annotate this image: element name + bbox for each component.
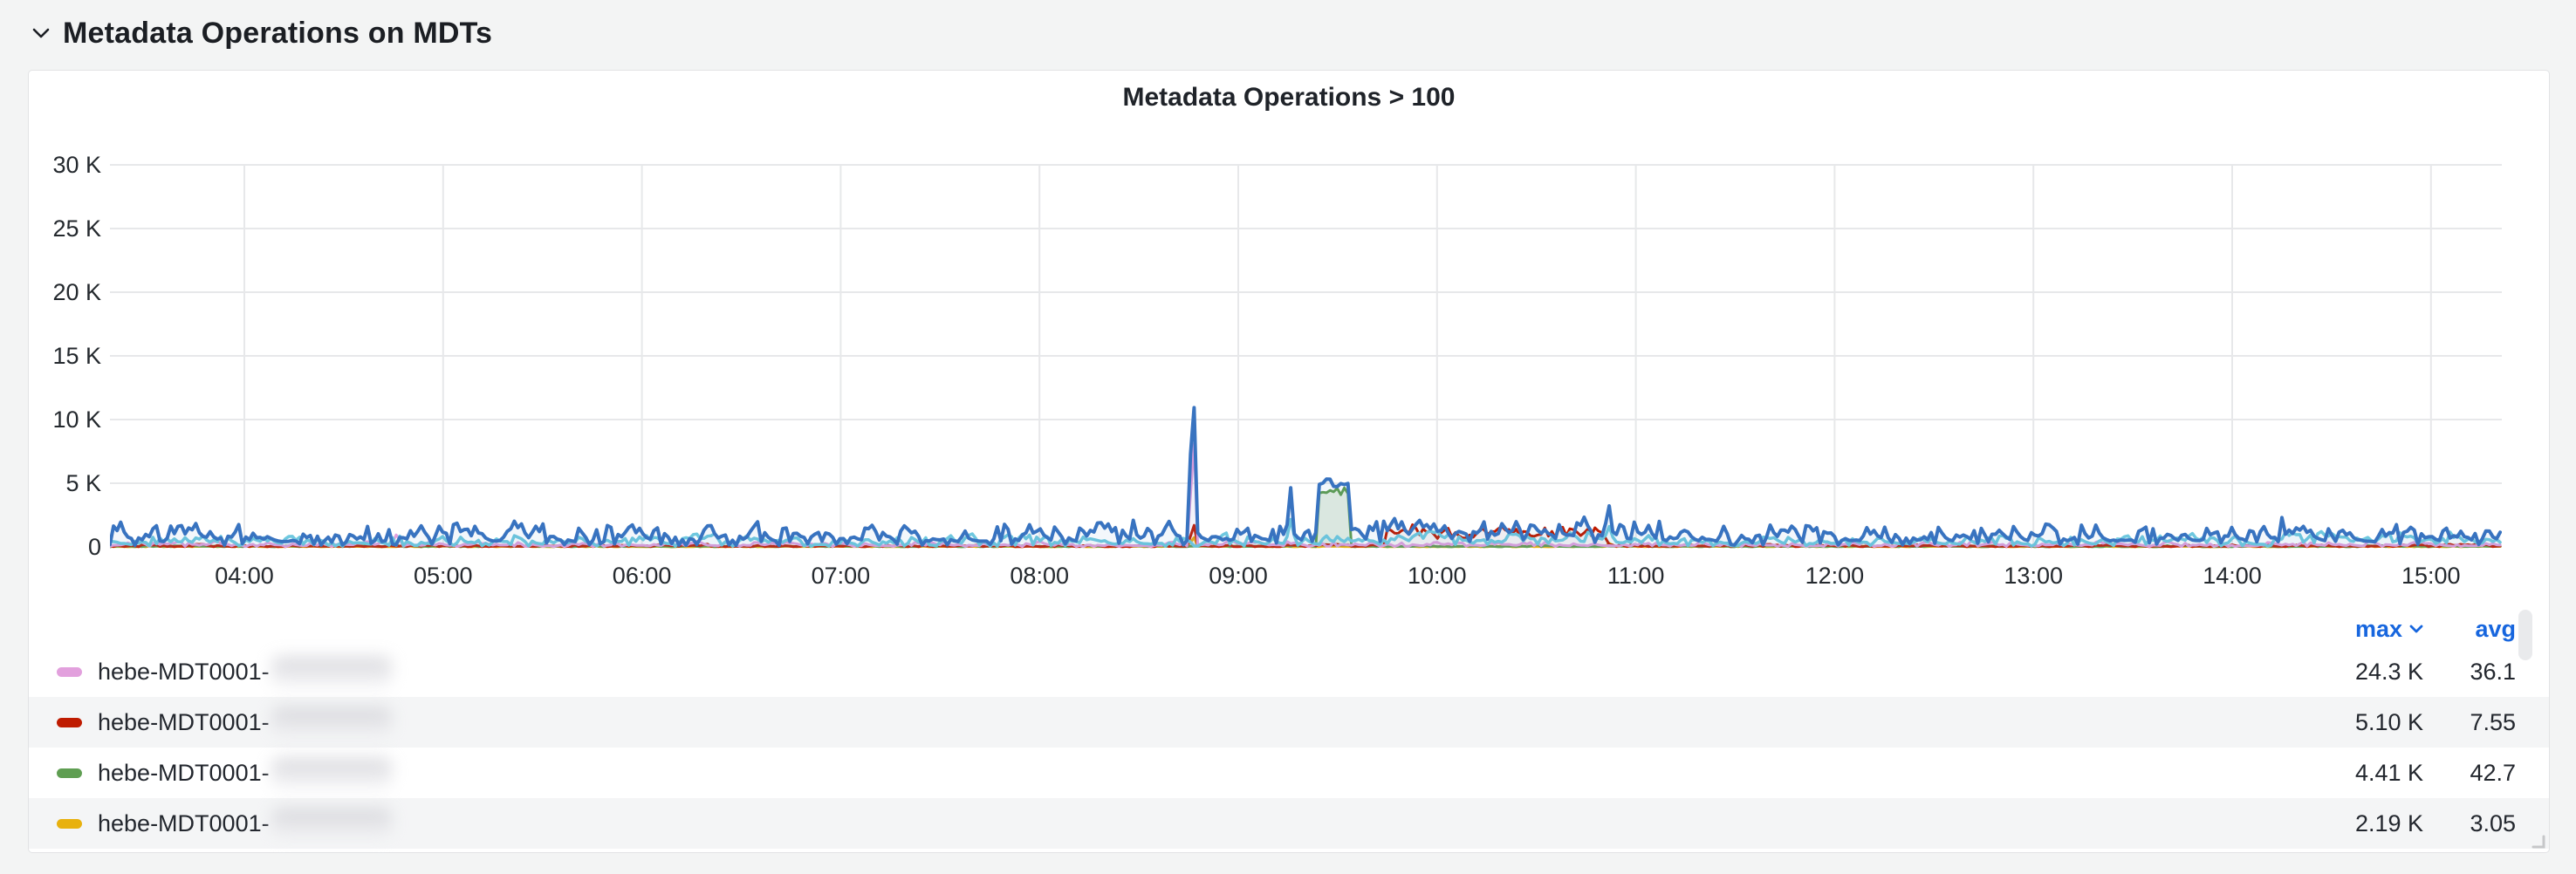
legend-max-value: 4.41 K	[2354, 759, 2423, 786]
legend-column-max-label: max	[2354, 615, 2402, 642]
x-axis-tick-label: 04:00	[215, 563, 274, 589]
legend-avg-value: 36.1	[2470, 658, 2516, 685]
redacted-series-suffix	[271, 707, 392, 737]
legend-avg-value: 7.55	[2470, 708, 2516, 735]
x-axis-tick-label: 13:00	[2004, 563, 2063, 589]
x-axis-tick-label: 10:00	[1408, 563, 1467, 589]
x-axis-tick-label: 11:00	[1607, 563, 1665, 589]
x-axis-tick-label: 05:00	[414, 563, 473, 589]
redacted-series-suffix	[271, 809, 392, 838]
legend-series-label[interactable]: hebe-MDT0001-	[98, 759, 270, 786]
sort-desc-chevron-icon	[2409, 625, 2423, 633]
x-axis-tick-label: 09:00	[1209, 563, 1268, 589]
x-axis-tick-label: 08:00	[1010, 563, 1069, 589]
legend-series-label[interactable]: hebe-MDT0001-	[98, 809, 270, 836]
axis-labels: 0 5 K 10 K 15 K 20 K 25 K 30 K 04:00 05:00 06:00 0…	[52, 152, 2460, 589]
panel-title[interactable]: Metadata Operations > 100	[1122, 83, 1456, 112]
legend-series-label[interactable]: hebe-MDT0001-	[98, 658, 270, 685]
x-axis-tick-label: 07:00	[812, 563, 871, 589]
y-axis-tick-label: 0	[88, 534, 101, 560]
x-axis-tick-label: 12:00	[1805, 563, 1865, 589]
legend-row: hebe-MDT0001- 4.41 K 42.7	[29, 748, 2549, 798]
y-axis-tick-label: 10 K	[52, 406, 101, 433]
series-line-mdt-red[interactable]	[110, 523, 2502, 549]
timeseries-chart[interactable]: 0 5 K 10 K 15 K 20 K 25 K 30 K 04:00 05:00 06:00 0…	[29, 123, 2549, 611]
series-area-mdt-cyan	[110, 519, 2502, 547]
legend-max-value: 5.10 K	[2354, 708, 2423, 735]
legend-max-value: 2.19 K	[2354, 809, 2423, 836]
legend-table: max avg hebe-MDT0001- 24.3 K 36.1 hebe-MDT0…	[29, 611, 2549, 849]
chevron-down-icon	[32, 28, 50, 38]
row-title: Metadata Operations on MDTs	[63, 16, 493, 50]
legend-row: hebe-MDT0001- 5.10 K 7.55	[29, 697, 2549, 748]
legend-row: hebe-MDT0001- 2.19 K 3.05	[29, 798, 2549, 849]
y-axis-tick-label: 30 K	[52, 152, 101, 178]
grid-lines	[110, 164, 2502, 548]
legend-column-avg-label: avg	[2475, 615, 2516, 642]
x-axis-tick-label: 14:00	[2203, 563, 2262, 589]
y-axis-tick-label: 15 K	[52, 343, 101, 369]
series-color-dash[interactable]	[57, 717, 82, 727]
legend-scrollbar-thumb[interactable]	[2518, 610, 2532, 660]
redacted-series-suffix	[271, 657, 392, 686]
legend-series-label[interactable]: hebe-MDT0001-	[98, 708, 270, 735]
chart-series[interactable]	[110, 406, 2502, 549]
series-color-dash[interactable]	[57, 818, 82, 829]
legend-row: hebe-MDT0001- 24.3 K 36.1	[29, 646, 2549, 697]
series-line-mdt-cyan[interactable]	[110, 517, 2502, 548]
legend-header: max avg	[29, 611, 2549, 646]
panel-metadata-operations: Metadata Operations > 100 0 5 K 10 K 15 K 20…	[28, 70, 2550, 853]
dashboard-row-toggle[interactable]: Metadata Operations on MDTs	[31, 9, 492, 58]
legend-sort-avg[interactable]: avg	[2423, 616, 2516, 643]
panel-resize-handle[interactable]	[2530, 833, 2545, 849]
y-axis-tick-label: 20 K	[52, 279, 101, 305]
legend-sort-max[interactable]: max	[2275, 616, 2423, 643]
series-color-dash[interactable]	[57, 768, 82, 778]
legend-rows: hebe-MDT0001- 24.3 K 36.1 hebe-MDT0001- 5.10…	[29, 646, 2549, 849]
series-line-mdt-blue[interactable]	[110, 406, 2502, 548]
series-area-mdt-blue	[110, 407, 2502, 547]
redacted-series-suffix	[271, 758, 392, 788]
x-axis-tick-label: 06:00	[613, 563, 672, 589]
y-axis-tick-label: 25 K	[52, 215, 101, 242]
legend-avg-value: 3.05	[2470, 809, 2516, 836]
x-axis-tick-label: 15:00	[2401, 563, 2461, 589]
y-axis-tick-label: 5 K	[65, 470, 101, 496]
legend-avg-value: 42.7	[2470, 759, 2516, 786]
series-color-dash[interactable]	[57, 666, 82, 677]
legend-max-value: 24.3 K	[2354, 658, 2423, 685]
